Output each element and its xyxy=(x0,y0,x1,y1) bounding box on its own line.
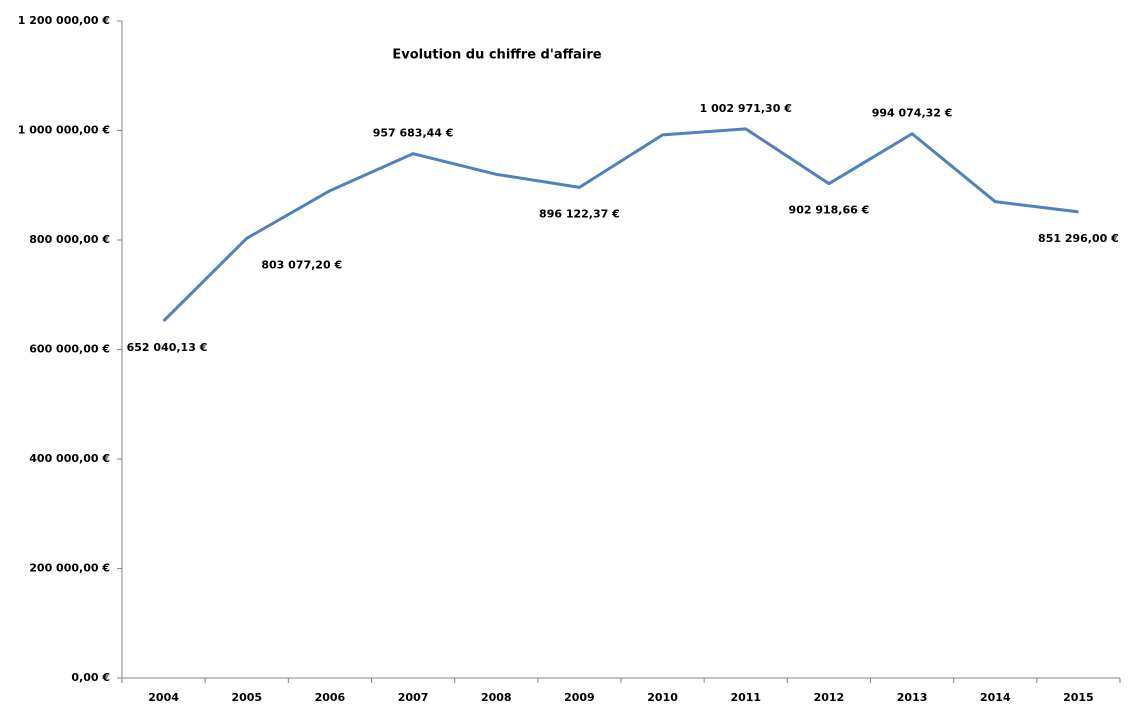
data-label: 851 296,00 € xyxy=(1038,232,1119,245)
chart-title: Evolution du chiffre d'affaire xyxy=(392,48,601,63)
x-tick-label: 2014 xyxy=(980,691,1011,704)
y-tick-label: 600 000,00 € xyxy=(29,343,110,356)
data-label: 896 122,37 € xyxy=(539,207,620,220)
x-tick-label: 2012 xyxy=(814,691,845,704)
x-tick-label: 2013 xyxy=(897,691,928,704)
y-tick-label: 0,00 € xyxy=(71,671,110,684)
data-label: 1 002 971,30 € xyxy=(700,102,792,115)
x-tick-label: 2007 xyxy=(398,691,429,704)
data-label: 803 077,20 € xyxy=(261,258,342,271)
x-tick-label: 2005 xyxy=(231,691,262,704)
x-tick-label: 2010 xyxy=(647,691,678,704)
data-label: 957 683,44 € xyxy=(373,127,454,140)
data-label: 902 918,66 € xyxy=(789,204,870,217)
y-tick-label: 400 000,00 € xyxy=(29,452,110,465)
y-tick-label: 1 000 000,00 € xyxy=(18,124,110,137)
y-tick-label: 200 000,00 € xyxy=(29,562,110,575)
data-label: 652 040,13 € xyxy=(127,341,208,354)
x-tick-label: 2015 xyxy=(1063,691,1094,704)
x-tick-label: 2008 xyxy=(481,691,512,704)
x-tick-label: 2011 xyxy=(730,691,761,704)
line xyxy=(162,127,1079,323)
x-tick-label: 2004 xyxy=(148,691,179,704)
data-label: 994 074,32 € xyxy=(872,107,953,120)
x-tick-label: 2006 xyxy=(315,691,346,704)
y-tick-label: 1 200 000,00 € xyxy=(18,14,110,27)
x-tick-label: 2009 xyxy=(564,691,595,704)
y-tick-label: 800 000,00 € xyxy=(29,233,110,246)
